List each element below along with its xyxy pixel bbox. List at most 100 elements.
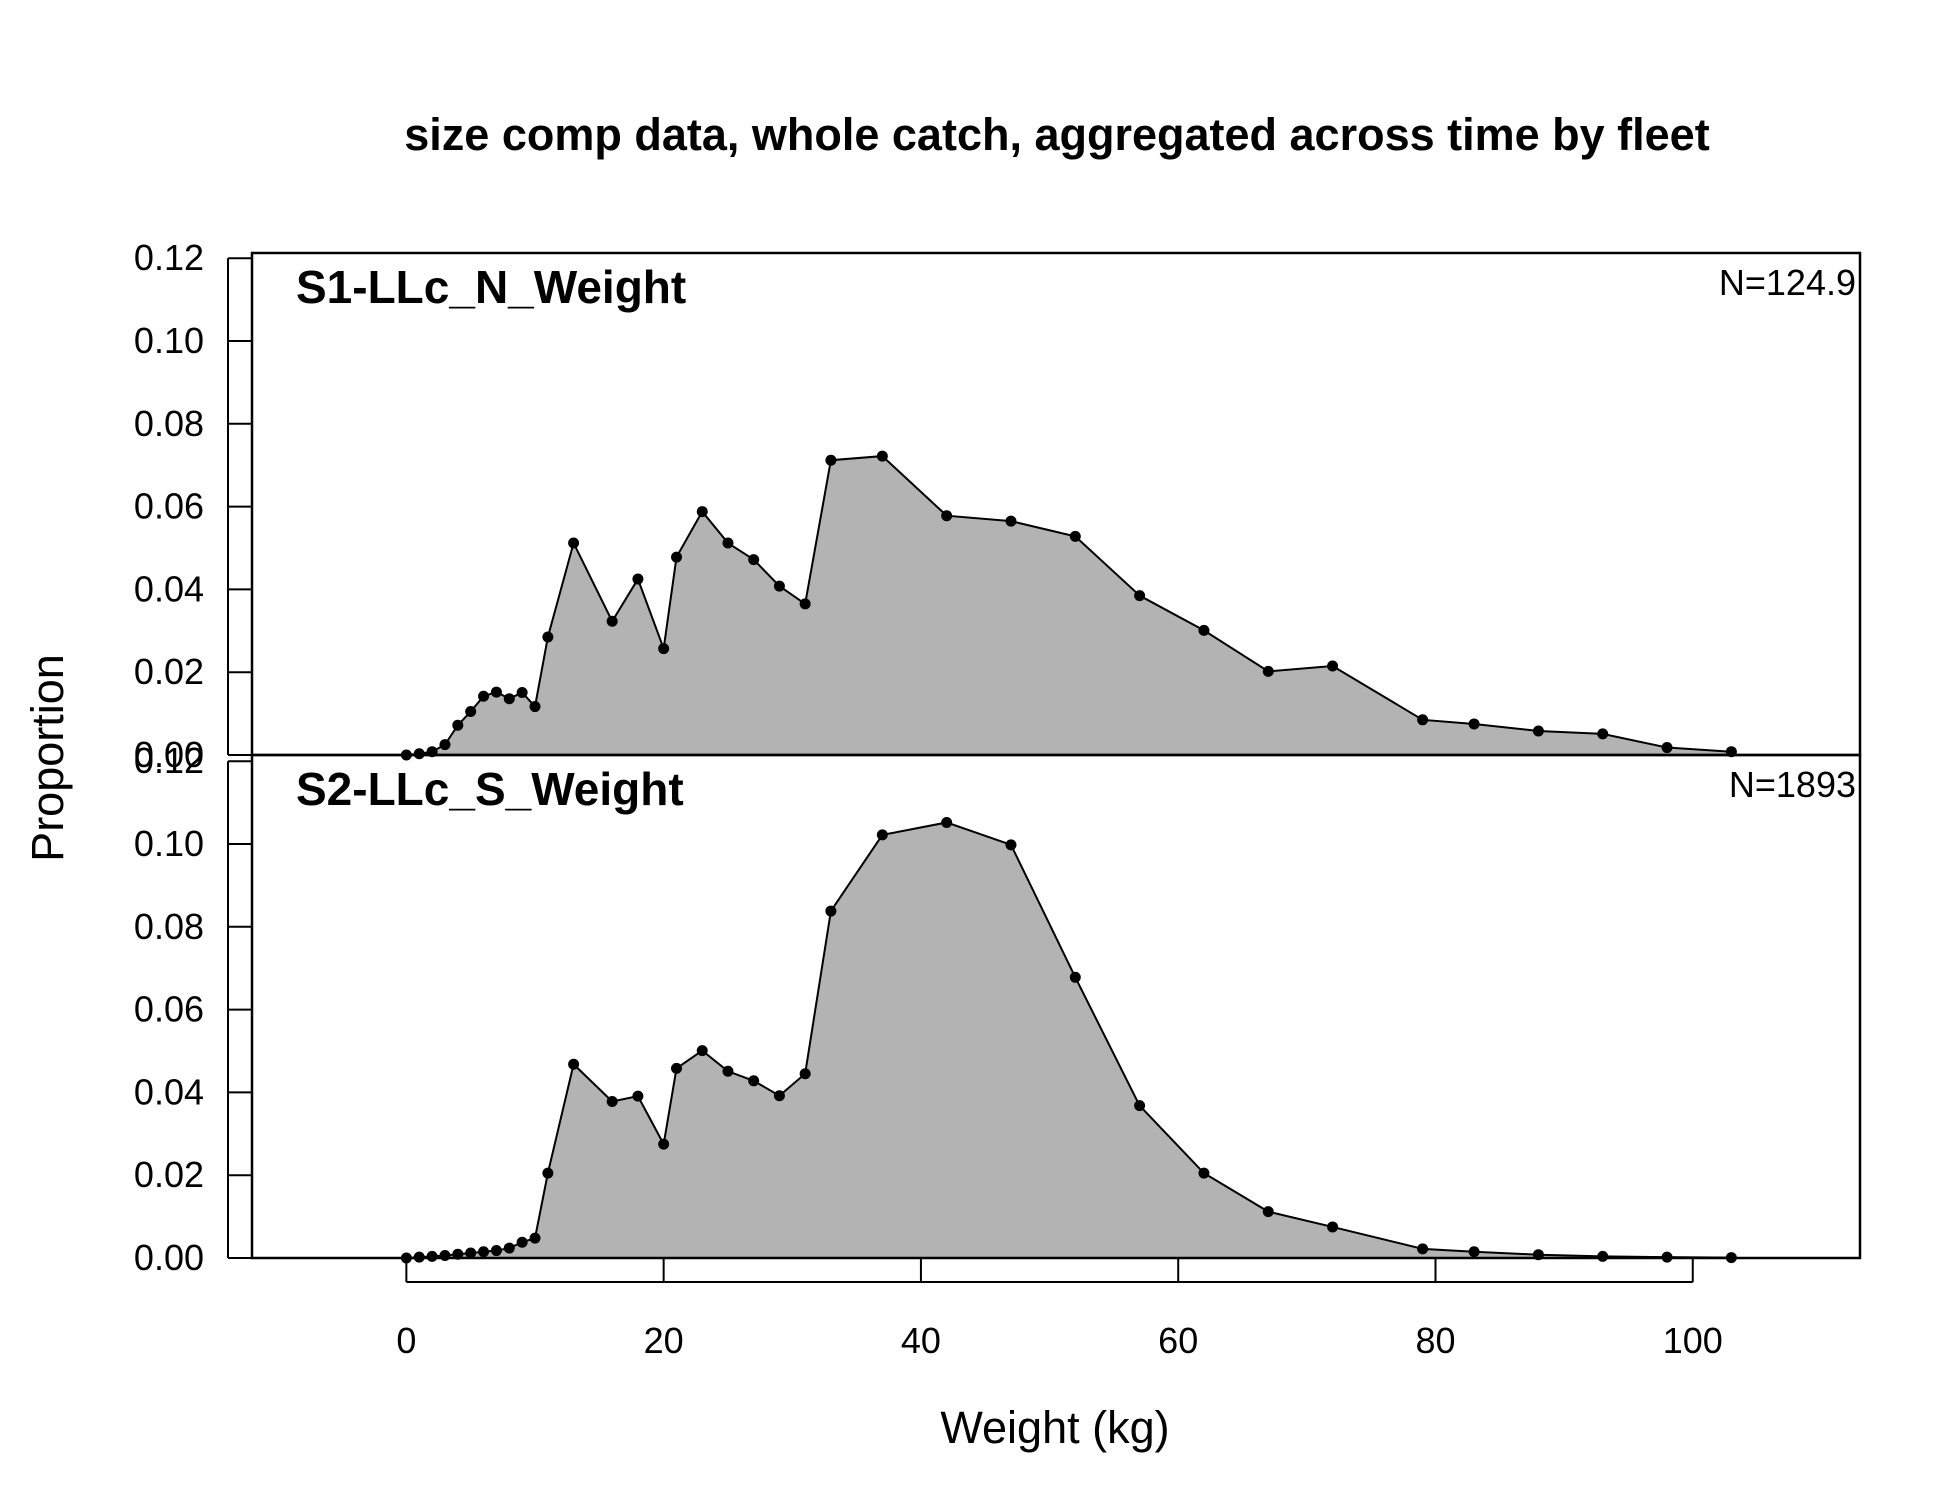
data-point <box>478 690 490 702</box>
data-point <box>722 537 734 549</box>
x-tick-label: 80 <box>1415 1320 1455 1361</box>
x-tick-label: 40 <box>901 1320 941 1361</box>
data-point <box>452 719 464 731</box>
data-point <box>606 1096 618 1108</box>
data-point <box>876 450 888 462</box>
y-axis-label: Proportion <box>22 654 73 862</box>
panel-1-area <box>406 456 1732 755</box>
y-tick-label: 0.04 <box>134 568 204 609</box>
data-point <box>1005 839 1017 851</box>
x-tick-label: 100 <box>1663 1320 1723 1361</box>
data-point <box>542 631 554 643</box>
panel-1-name: S1-LLc_N_Weight <box>296 261 686 313</box>
y-tick-label: 0.06 <box>134 989 204 1030</box>
data-point <box>426 1250 438 1262</box>
x-axis-label: Weight (kg) <box>940 1402 1169 1453</box>
panel-1: 0.00 0.02 0.04 0.06 0.08 0.10 0.12 S1-LLc_N_Wei… <box>134 237 1862 775</box>
data-point <box>439 1250 451 1262</box>
data-point <box>696 1045 708 1057</box>
data-point <box>1597 1250 1609 1262</box>
panels: 0.00 0.02 0.04 0.06 0.08 0.10 0.12 S1-LLc_N_Wei… <box>134 237 1862 1278</box>
panel-1-y-axis: 0.00 0.02 0.04 0.06 0.08 0.10 0.12 <box>134 237 252 775</box>
panel-2-y-axis: 0.00 0.02 0.04 0.06 0.08 0.10 0.12 <box>134 740 252 1278</box>
data-point <box>722 1065 734 1077</box>
data-point <box>516 686 528 698</box>
data-point <box>1198 1167 1210 1179</box>
y-tick-label: 0.06 <box>134 486 204 527</box>
data-point <box>671 1062 683 1074</box>
data-point <box>1198 624 1210 636</box>
data-point <box>516 1236 528 1248</box>
data-point <box>478 1246 490 1258</box>
panel-2: 0.00 0.02 0.04 0.06 0.08 0.10 0.12 S2-LLc_S_Wei… <box>134 740 1862 1278</box>
data-point <box>799 1068 811 1080</box>
data-point <box>658 643 670 655</box>
data-point <box>876 829 888 841</box>
data-point <box>542 1167 554 1179</box>
x-tick-label: 60 <box>1158 1320 1198 1361</box>
y-tick-label: 0.10 <box>134 823 204 864</box>
data-point <box>1005 515 1017 527</box>
data-point <box>1327 660 1339 672</box>
data-point <box>773 580 785 592</box>
panel-2-name: S2-LLc_S_Weight <box>296 763 684 815</box>
y-tick-label: 0.02 <box>134 1154 204 1195</box>
y-tick-label: 0.02 <box>134 651 204 692</box>
x-axis: 0 20 40 60 80 100 <box>396 1258 1723 1361</box>
data-point <box>568 1058 580 1070</box>
panel-2-area <box>406 822 1732 1258</box>
data-point <box>1262 1206 1274 1218</box>
data-point <box>696 506 708 518</box>
panel-1-n-label: N=124.9 <box>1719 262 1856 303</box>
y-tick-label: 0.00 <box>134 734 204 775</box>
y-tick-label: 0.04 <box>134 1071 204 1112</box>
data-point <box>490 686 502 698</box>
y-tick-label: 0.08 <box>134 906 204 947</box>
data-point <box>529 1232 541 1244</box>
data-point <box>606 615 618 627</box>
y-tick-label: 0.00 <box>134 1237 204 1278</box>
data-point <box>1597 728 1609 740</box>
x-tick-label: 0 <box>396 1320 416 1361</box>
data-point <box>748 554 760 566</box>
data-point <box>632 1090 644 1102</box>
y-tick-label: 0.08 <box>134 403 204 444</box>
data-point <box>529 701 541 713</box>
data-point <box>1069 530 1081 542</box>
data-point <box>439 739 451 751</box>
chart-title: size comp data, whole catch, aggregated … <box>404 109 1709 160</box>
data-point <box>941 510 953 522</box>
y-tick-label: 0.10 <box>134 320 204 361</box>
data-point <box>503 1242 515 1254</box>
data-point <box>1262 665 1274 677</box>
data-point <box>1532 725 1544 737</box>
data-point <box>490 1245 502 1257</box>
data-point <box>825 454 837 466</box>
data-point <box>503 693 515 705</box>
data-point <box>773 1090 785 1102</box>
data-point <box>1468 1246 1480 1258</box>
y-tick-label: 0.12 <box>134 237 204 278</box>
data-point <box>941 816 953 828</box>
data-point <box>658 1138 670 1150</box>
data-point <box>632 573 644 585</box>
data-point <box>465 1247 477 1259</box>
data-point <box>1661 742 1673 754</box>
data-point <box>825 905 837 917</box>
data-point <box>1069 971 1081 983</box>
data-point <box>1417 714 1429 726</box>
data-point <box>1327 1221 1339 1233</box>
data-point <box>465 706 477 718</box>
data-point <box>1417 1243 1429 1255</box>
data-point <box>1134 1100 1146 1112</box>
panel-2-n-label: N=1893 <box>1729 764 1856 805</box>
data-point <box>1468 718 1480 730</box>
data-point <box>799 598 811 610</box>
x-tick-label: 20 <box>644 1320 684 1361</box>
data-point <box>568 537 580 549</box>
data-point <box>671 551 683 563</box>
data-point <box>1134 590 1146 602</box>
data-point <box>748 1075 760 1087</box>
panel-2-frame <box>250 753 1862 1260</box>
